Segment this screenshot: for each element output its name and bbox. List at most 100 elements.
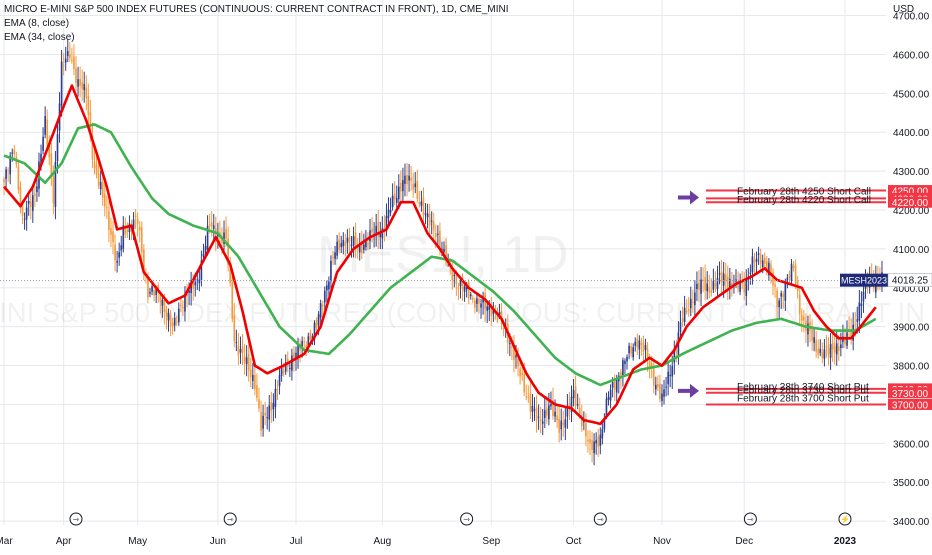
candle-body bbox=[276, 389, 279, 391]
candle bbox=[377, 209, 380, 250]
price-tag-label: 4250.00 bbox=[892, 187, 929, 198]
indicator-ema8-label[interactable]: EMA (8, close) bbox=[4, 18, 70, 29]
candle-body bbox=[149, 292, 151, 294]
candle-body bbox=[180, 304, 182, 307]
candle bbox=[842, 324, 844, 349]
candle-body bbox=[289, 367, 291, 369]
candle bbox=[414, 172, 417, 194]
event-marker-icon: ⇾ bbox=[743, 512, 757, 526]
x-tick-label: Dec bbox=[735, 536, 753, 547]
candle bbox=[402, 167, 404, 204]
candle-body bbox=[675, 350, 678, 352]
candle bbox=[624, 358, 626, 375]
candle-body bbox=[502, 328, 505, 330]
candle-body bbox=[792, 265, 795, 269]
candle-body bbox=[249, 369, 252, 378]
candle bbox=[241, 334, 244, 366]
candle bbox=[108, 200, 110, 243]
candle bbox=[247, 341, 250, 382]
candle bbox=[558, 406, 560, 443]
candle-body bbox=[515, 355, 517, 358]
candle-body bbox=[837, 346, 840, 351]
candle-body bbox=[116, 260, 118, 263]
candle-body bbox=[731, 282, 733, 287]
candle-body bbox=[260, 412, 262, 431]
candle bbox=[821, 342, 824, 364]
candle bbox=[622, 357, 624, 387]
candle-body bbox=[323, 290, 326, 303]
candle bbox=[774, 281, 776, 298]
candle bbox=[587, 430, 589, 453]
candle bbox=[815, 331, 817, 358]
candle-body bbox=[79, 78, 81, 86]
candle-body bbox=[537, 416, 540, 418]
event-marker-glyph: ⇾ bbox=[73, 515, 80, 524]
candle bbox=[426, 203, 429, 229]
price-tag-bg bbox=[888, 387, 932, 399]
candle bbox=[418, 191, 421, 208]
candle bbox=[23, 212, 26, 230]
candle bbox=[180, 298, 182, 312]
candle bbox=[91, 122, 94, 168]
candle bbox=[461, 273, 464, 301]
candle bbox=[190, 271, 192, 306]
candle bbox=[29, 193, 32, 220]
candle-body bbox=[239, 348, 242, 353]
candle-body bbox=[97, 173, 100, 186]
candle-body bbox=[270, 401, 273, 411]
y-tick-label: 4100.00 bbox=[893, 245, 930, 256]
candle-body bbox=[309, 332, 312, 340]
candle-body bbox=[391, 195, 394, 208]
candle bbox=[13, 144, 16, 160]
candle bbox=[408, 163, 410, 192]
candle-body bbox=[691, 301, 694, 303]
candle-body bbox=[761, 260, 764, 268]
candle bbox=[153, 286, 155, 302]
candle bbox=[245, 345, 248, 377]
candle-body bbox=[661, 393, 663, 401]
candle bbox=[778, 297, 780, 320]
candle bbox=[235, 329, 238, 352]
indicator-ema34-label[interactable]: EMA (34, close) bbox=[4, 32, 75, 43]
candle bbox=[99, 170, 102, 196]
candle-body bbox=[73, 56, 75, 70]
candle bbox=[546, 396, 548, 424]
event-marker-circle bbox=[69, 512, 83, 526]
candle-body bbox=[613, 379, 616, 390]
candle bbox=[36, 177, 38, 202]
candle-body bbox=[478, 298, 480, 304]
candle-body bbox=[844, 339, 846, 345]
candle-body bbox=[231, 282, 234, 319]
candle-body bbox=[519, 368, 521, 377]
candle bbox=[389, 197, 392, 217]
candle bbox=[714, 271, 717, 293]
candle-body bbox=[687, 308, 690, 312]
candle-body bbox=[346, 237, 349, 243]
candle bbox=[85, 75, 88, 111]
candle bbox=[490, 296, 493, 327]
candle bbox=[249, 357, 252, 387]
candle bbox=[424, 203, 427, 225]
candle bbox=[630, 342, 632, 358]
candle-body bbox=[607, 396, 610, 400]
candle-body bbox=[77, 79, 79, 87]
candle-body bbox=[9, 155, 12, 175]
candle bbox=[56, 122, 59, 174]
candle-body bbox=[340, 243, 343, 248]
candle-body bbox=[591, 440, 593, 450]
candle bbox=[422, 187, 425, 224]
candle bbox=[718, 261, 721, 285]
candle-body bbox=[743, 281, 746, 293]
candle-body bbox=[766, 261, 768, 273]
candle bbox=[140, 221, 143, 264]
candle-body bbox=[95, 164, 98, 175]
candle-body bbox=[498, 312, 501, 316]
candle bbox=[768, 258, 770, 281]
candle bbox=[556, 403, 558, 428]
candle-body bbox=[702, 279, 704, 281]
candle bbox=[597, 429, 600, 457]
candle bbox=[681, 306, 684, 327]
candle bbox=[566, 394, 569, 429]
